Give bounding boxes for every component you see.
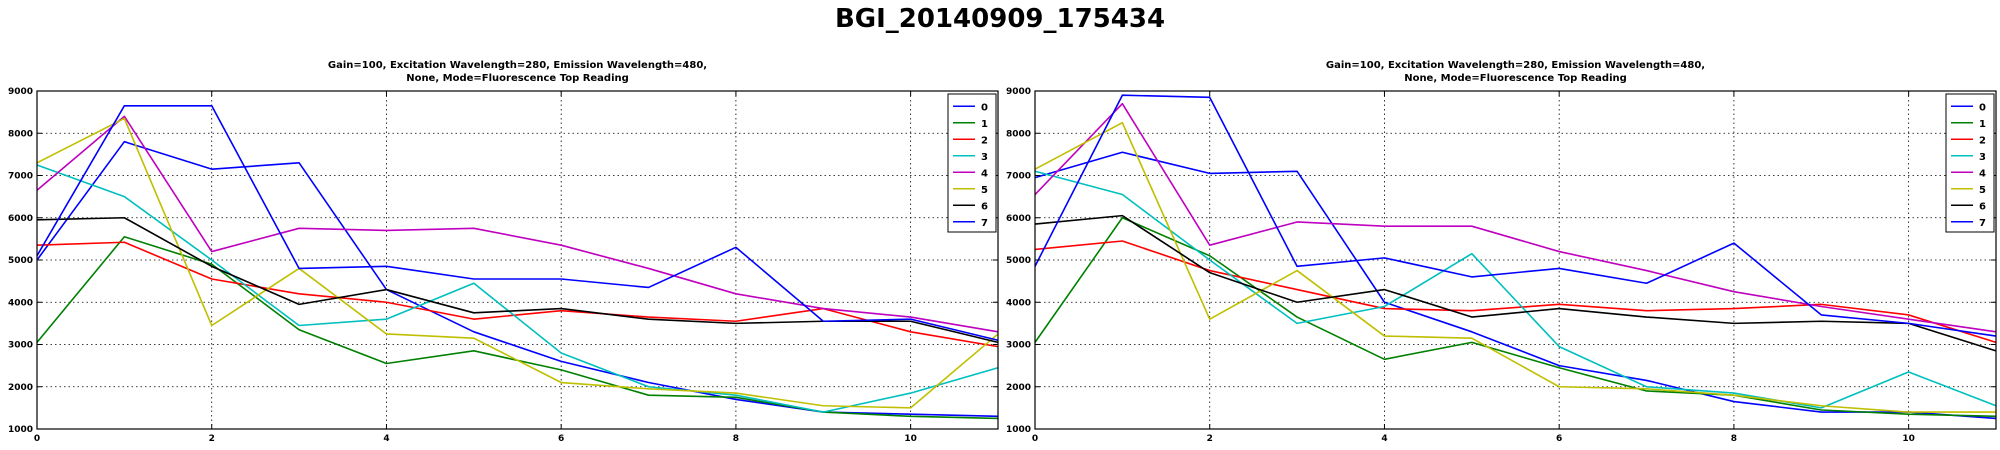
- y-tick-label: 7000: [8, 172, 33, 182]
- legend-label-2: 2: [1979, 135, 1986, 146]
- legend-label-7: 7: [1979, 218, 1986, 229]
- y-tick-label: 6000: [8, 214, 33, 224]
- legend-label-1: 1: [1979, 119, 1986, 130]
- x-tick-label: 0: [34, 434, 40, 444]
- y-tick-label: 2000: [8, 383, 33, 393]
- legend: 0 1 2 3 4 5 6 7: [1945, 93, 1995, 233]
- y-tick-label: 4000: [1006, 298, 1031, 308]
- legend-label-7: 7: [981, 218, 988, 229]
- series-line-5: [1034, 121, 1996, 413]
- x-tick-label: 6: [1556, 434, 1562, 444]
- legend-label-5: 5: [1979, 185, 1986, 196]
- y-tick-label: 5000: [1006, 256, 1031, 266]
- y-tick-label: 8000: [8, 129, 33, 139]
- y-tick-label: 3000: [1006, 341, 1031, 351]
- x-tick-label: 10: [1902, 434, 1915, 444]
- legend-label-2: 2: [981, 135, 988, 146]
- series-line-4: [1034, 102, 1997, 333]
- series-line-7: [36, 104, 999, 342]
- chart-title-line1: Gain=100, Excitation Wavelength=280, Emi…: [328, 60, 707, 71]
- legend-label-3: 3: [1979, 152, 1986, 163]
- x-tick-label: 2: [1207, 434, 1213, 444]
- legend-label-6: 6: [1979, 201, 1986, 212]
- x-tick-label: 10: [904, 434, 917, 444]
- legend-label-5: 5: [981, 185, 988, 196]
- chart-title-line2: None, Mode=Fluorescence Top Reading: [406, 73, 629, 84]
- chart-title-line1: Gain=100, Excitation Wavelength=280, Emi…: [1326, 60, 1705, 71]
- chart-title-line2: None, Mode=Fluorescence Top Reading: [1404, 73, 1627, 84]
- legend-label-0: 0: [1979, 102, 1986, 113]
- series-line-7: [1034, 94, 1997, 337]
- x-tick-label: 6: [558, 434, 564, 444]
- chart-panel-1: Gain=100, Excitation Wavelength=280, Emi…: [1006, 60, 1997, 444]
- y-tick-label: 3000: [8, 341, 33, 351]
- legend-label-4: 4: [981, 168, 988, 179]
- y-tick-label: 9000: [8, 87, 33, 97]
- x-tick-label: 4: [1381, 434, 1387, 444]
- legend-label-6: 6: [981, 201, 988, 212]
- series-line-3: [36, 164, 999, 413]
- y-tick-label: 5000: [8, 256, 33, 266]
- x-tick-label: 8: [1731, 434, 1737, 444]
- series-line-5: [36, 117, 999, 409]
- series-line-4: [36, 115, 999, 333]
- legend-box: [947, 93, 997, 233]
- y-tick-label: 1000: [8, 425, 33, 435]
- x-tick-label: 0: [1032, 434, 1038, 444]
- series-line-2: [36, 241, 999, 348]
- series-line-6: [1034, 214, 1997, 352]
- y-tick-label: 8000: [1006, 129, 1031, 139]
- y-tick-label: 9000: [1006, 87, 1031, 97]
- legend-label-4: 4: [1979, 168, 1986, 179]
- legend: 0 1 2 3 4 5 6 7: [947, 93, 997, 233]
- legend-box: [1945, 93, 1995, 233]
- x-tick-label: 2: [209, 434, 215, 444]
- x-tick-label: 4: [383, 434, 389, 444]
- y-tick-label: 4000: [8, 298, 33, 308]
- chart-panel-0: Gain=100, Excitation Wavelength=280, Emi…: [8, 60, 999, 444]
- legend-label-1: 1: [981, 119, 988, 130]
- series-line-0: [1034, 151, 1997, 420]
- x-tick-label: 8: [733, 434, 739, 444]
- legend-label-0: 0: [981, 102, 988, 113]
- y-tick-label: 2000: [1006, 383, 1031, 393]
- y-tick-label: 1000: [1006, 425, 1031, 435]
- series-line-2: [1034, 240, 1997, 344]
- legend-label-3: 3: [981, 152, 988, 163]
- series-line-3: [1034, 170, 1997, 409]
- y-tick-label: 7000: [1006, 172, 1031, 182]
- series-line-1: [36, 235, 999, 420]
- figure-title: BGI_20140909_175434: [834, 4, 1166, 34]
- y-tick-label: 6000: [1006, 214, 1031, 224]
